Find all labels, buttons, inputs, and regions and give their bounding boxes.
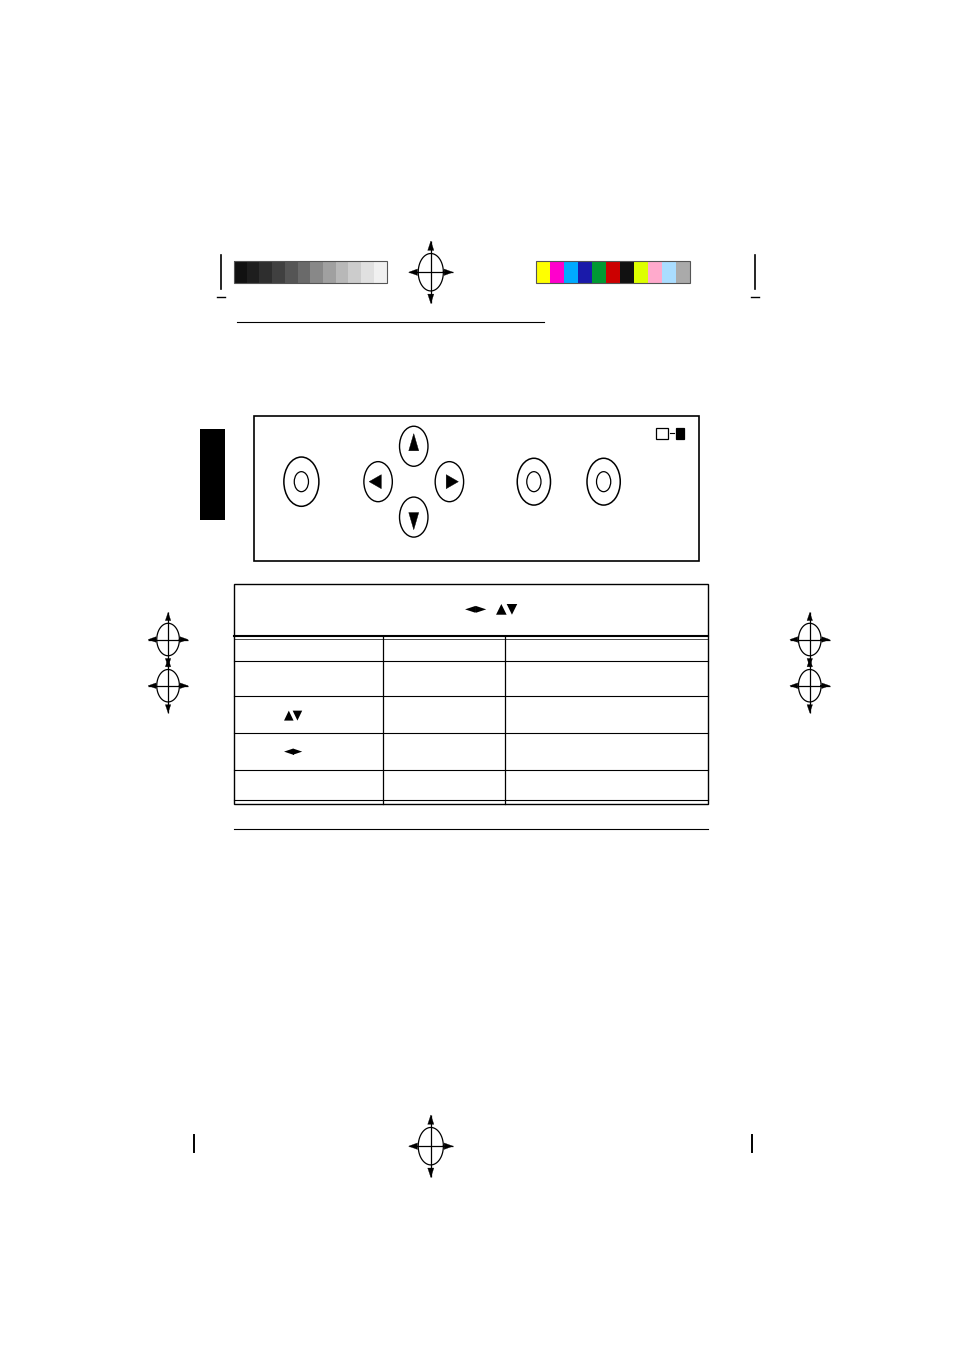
Polygon shape bbox=[408, 434, 418, 451]
Circle shape bbox=[399, 497, 428, 538]
Bar bbox=[648, 262, 661, 282]
Bar bbox=[247, 262, 259, 282]
Bar bbox=[563, 262, 578, 282]
Bar bbox=[536, 262, 690, 282]
Bar bbox=[323, 262, 335, 282]
Bar bbox=[233, 584, 707, 804]
Bar bbox=[285, 262, 297, 282]
Circle shape bbox=[586, 458, 619, 505]
Polygon shape bbox=[789, 682, 797, 689]
Polygon shape bbox=[427, 240, 434, 250]
Polygon shape bbox=[148, 682, 156, 689]
Polygon shape bbox=[165, 658, 171, 666]
Text: CONTROL: CONTROL bbox=[381, 543, 445, 555]
Bar bbox=[656, 428, 667, 439]
Bar bbox=[550, 262, 563, 282]
Polygon shape bbox=[165, 659, 171, 667]
Polygon shape bbox=[180, 636, 188, 642]
Text: PROCEED: PROCEED bbox=[502, 543, 564, 555]
Circle shape bbox=[363, 462, 392, 501]
Bar bbox=[675, 428, 683, 439]
Bar bbox=[578, 262, 592, 282]
Text: EXIT: EXIT bbox=[286, 543, 315, 555]
Polygon shape bbox=[408, 512, 418, 530]
Polygon shape bbox=[408, 269, 417, 276]
Circle shape bbox=[399, 426, 428, 466]
Text: ▲▼: ▲▼ bbox=[284, 708, 303, 721]
Circle shape bbox=[294, 471, 308, 492]
Bar bbox=[592, 262, 606, 282]
Bar bbox=[348, 262, 361, 282]
Bar bbox=[199, 430, 224, 520]
Polygon shape bbox=[369, 474, 381, 489]
Polygon shape bbox=[444, 1143, 453, 1150]
Polygon shape bbox=[427, 1169, 434, 1177]
Bar bbox=[374, 262, 386, 282]
Bar bbox=[536, 262, 550, 282]
Bar bbox=[661, 262, 676, 282]
Polygon shape bbox=[148, 636, 156, 642]
Text: ◄►: ◄► bbox=[284, 746, 303, 758]
Circle shape bbox=[284, 457, 318, 507]
Bar bbox=[676, 262, 690, 282]
Circle shape bbox=[526, 471, 540, 492]
Polygon shape bbox=[427, 295, 434, 304]
Polygon shape bbox=[427, 1115, 434, 1124]
Polygon shape bbox=[444, 269, 453, 276]
Polygon shape bbox=[806, 659, 812, 667]
Bar bbox=[297, 262, 310, 282]
Bar bbox=[253, 416, 699, 561]
Bar bbox=[361, 262, 374, 282]
Bar bbox=[634, 262, 648, 282]
Polygon shape bbox=[821, 682, 829, 689]
Bar bbox=[606, 262, 619, 282]
Polygon shape bbox=[446, 474, 457, 489]
Bar bbox=[310, 262, 323, 282]
Polygon shape bbox=[180, 682, 188, 689]
Bar bbox=[233, 262, 247, 282]
Polygon shape bbox=[806, 705, 812, 713]
Bar bbox=[272, 262, 285, 282]
Polygon shape bbox=[806, 612, 812, 620]
Bar bbox=[259, 262, 272, 282]
Bar bbox=[233, 262, 386, 282]
Polygon shape bbox=[789, 636, 797, 642]
Polygon shape bbox=[806, 658, 812, 666]
Text: RESET: RESET bbox=[582, 543, 624, 555]
Circle shape bbox=[435, 462, 463, 501]
Text: ◄►  ▲▼: ◄► ▲▼ bbox=[465, 601, 517, 615]
Circle shape bbox=[517, 458, 550, 505]
Bar bbox=[335, 262, 348, 282]
Circle shape bbox=[596, 471, 610, 492]
Polygon shape bbox=[408, 1143, 417, 1150]
Polygon shape bbox=[165, 612, 171, 620]
Polygon shape bbox=[165, 705, 171, 713]
Bar bbox=[619, 262, 634, 282]
Polygon shape bbox=[821, 636, 829, 642]
